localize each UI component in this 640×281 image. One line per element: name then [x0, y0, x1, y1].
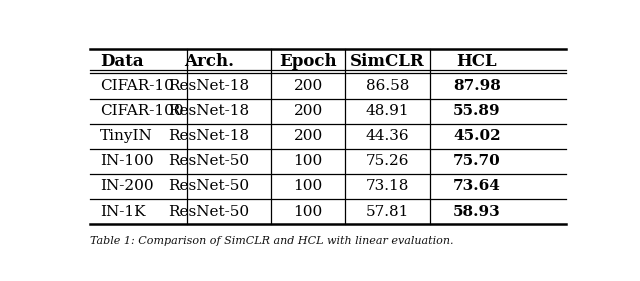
- Text: SimCLR: SimCLR: [350, 53, 425, 70]
- Text: ResNet-50: ResNet-50: [168, 205, 250, 219]
- Text: 200: 200: [294, 129, 323, 143]
- Text: 73.64: 73.64: [453, 180, 500, 193]
- Text: 200: 200: [294, 104, 323, 118]
- Text: Arch.: Arch.: [184, 53, 234, 70]
- Text: 87.98: 87.98: [453, 79, 500, 93]
- Text: 100: 100: [294, 154, 323, 168]
- Text: 44.36: 44.36: [365, 129, 410, 143]
- Text: 86.58: 86.58: [366, 79, 409, 93]
- Text: ResNet-50: ResNet-50: [168, 154, 250, 168]
- Text: 75.26: 75.26: [366, 154, 409, 168]
- Text: HCL: HCL: [456, 53, 497, 70]
- Text: IN-1K: IN-1K: [100, 205, 145, 219]
- Text: 48.91: 48.91: [365, 104, 410, 118]
- Text: CIFAR-10: CIFAR-10: [100, 79, 173, 93]
- Text: Data: Data: [100, 53, 143, 70]
- Text: 100: 100: [294, 205, 323, 219]
- Text: Table 1: Comparison of SimCLR and HCL with linear evaluation.: Table 1: Comparison of SimCLR and HCL wi…: [90, 236, 453, 246]
- Text: IN-100: IN-100: [100, 154, 154, 168]
- Text: 57.81: 57.81: [366, 205, 409, 219]
- Text: 45.02: 45.02: [453, 129, 500, 143]
- Text: CIFAR-100: CIFAR-100: [100, 104, 184, 118]
- Text: ResNet-18: ResNet-18: [168, 129, 250, 143]
- Text: 55.89: 55.89: [453, 104, 500, 118]
- Text: 100: 100: [294, 180, 323, 193]
- Text: 58.93: 58.93: [453, 205, 500, 219]
- Text: 73.18: 73.18: [366, 180, 409, 193]
- Text: ResNet-18: ResNet-18: [168, 79, 250, 93]
- Text: IN-200: IN-200: [100, 180, 154, 193]
- Text: ResNet-18: ResNet-18: [168, 104, 250, 118]
- Text: Epoch: Epoch: [279, 53, 337, 70]
- Text: 200: 200: [294, 79, 323, 93]
- Text: TinyIN: TinyIN: [100, 129, 152, 143]
- Text: ResNet-50: ResNet-50: [168, 180, 250, 193]
- Text: 75.70: 75.70: [453, 154, 500, 168]
